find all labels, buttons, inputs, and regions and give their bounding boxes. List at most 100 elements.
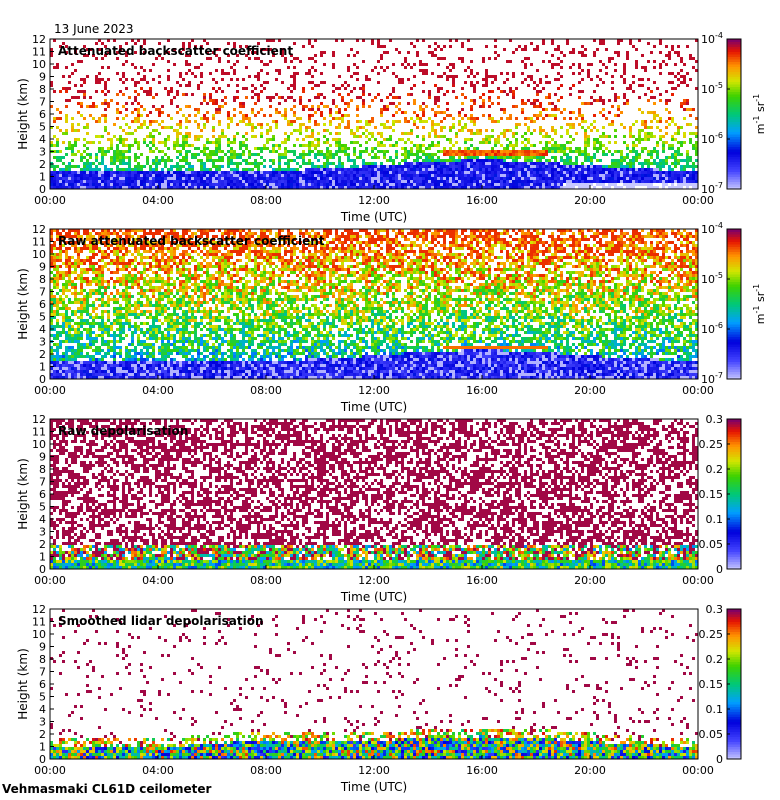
heatmap-cell	[338, 162, 341, 165]
heatmap-cell	[68, 183, 71, 186]
heatmap-cell	[539, 81, 542, 84]
heatmap-cell	[416, 51, 419, 54]
heatmap-cell	[68, 144, 71, 147]
heatmap-cell	[578, 171, 581, 174]
heatmap-cell	[584, 174, 587, 177]
heatmap-cell	[350, 174, 353, 177]
heatmap-cell	[683, 132, 686, 135]
heatmap-cell	[557, 108, 560, 111]
heatmap-cell	[164, 126, 167, 129]
heatmap-cell	[482, 141, 485, 144]
heatmap-cell	[302, 156, 305, 159]
heatmap-cell	[296, 156, 299, 159]
heatmap-cell	[452, 156, 455, 159]
heatmap-cell	[176, 180, 179, 183]
heatmap-cell	[218, 120, 221, 123]
heatmap-cell	[341, 177, 344, 180]
heatmap-cell	[86, 259, 89, 262]
heatmap-cell	[683, 108, 686, 111]
heatmap-cell	[404, 141, 407, 144]
heatmap-cell	[512, 72, 515, 75]
heatmap-cell	[665, 162, 668, 165]
heatmap-cell	[320, 102, 323, 105]
heatmap-cell	[674, 159, 677, 162]
heatmap-cell	[71, 177, 74, 180]
heatmap-cell	[356, 156, 359, 159]
heatmap-cell	[398, 96, 401, 99]
heatmap-cell	[347, 174, 350, 177]
heatmap-cell	[74, 370, 77, 373]
heatmap-cell	[605, 48, 608, 51]
heatmap-cell	[80, 168, 83, 171]
heatmap-cell	[311, 150, 314, 153]
heatmap-cell	[437, 180, 440, 183]
heatmap-cell	[677, 177, 680, 180]
heatmap-cell	[593, 180, 596, 183]
heatmap-cell	[272, 135, 275, 138]
heatmap-cell	[467, 147, 470, 150]
heatmap-cell	[464, 180, 467, 183]
heatmap-cell	[146, 159, 149, 162]
heatmap-cell	[446, 114, 449, 117]
heatmap-cell	[326, 171, 329, 174]
heatmap-cell	[212, 153, 215, 156]
heatmap-cell	[668, 51, 671, 54]
heatmap-cell	[671, 147, 674, 150]
heatmap-cell	[77, 310, 80, 313]
heatmap-cell	[455, 183, 458, 186]
heatmap-cell	[95, 78, 98, 81]
heatmap-cell	[140, 153, 143, 156]
heatmap-cell	[485, 78, 488, 81]
heatmap-cell	[158, 180, 161, 183]
heatmap-cell	[293, 81, 296, 84]
heatmap-cell	[248, 123, 251, 126]
heatmap-cell	[80, 343, 83, 346]
heatmap-cell	[77, 337, 80, 340]
heatmap-cell	[95, 183, 98, 186]
heatmap-cell	[356, 114, 359, 117]
heatmap-cell	[290, 168, 293, 171]
heatmap-cell	[335, 132, 338, 135]
heatmap-cell	[77, 325, 80, 328]
heatmap-cell	[653, 171, 656, 174]
heatmap-cell	[440, 180, 443, 183]
heatmap-cell	[290, 171, 293, 174]
heatmap-cell	[416, 162, 419, 165]
heatmap-cell	[68, 168, 71, 171]
heatmap-cell	[299, 123, 302, 126]
heatmap-cell	[320, 111, 323, 114]
heatmap-cell	[104, 174, 107, 177]
heatmap-cell	[479, 132, 482, 135]
heatmap-cell	[188, 114, 191, 117]
heatmap-cell	[542, 129, 545, 132]
heatmap-cell	[398, 180, 401, 183]
heatmap-cell	[65, 274, 68, 277]
heatmap-cell	[275, 171, 278, 174]
heatmap-cell	[263, 87, 266, 90]
heatmap-cell	[539, 162, 542, 165]
heatmap-cell	[305, 183, 308, 186]
heatmap-cell	[542, 87, 545, 90]
heatmap-cell	[482, 171, 485, 174]
heatmap-cell	[374, 162, 377, 165]
heatmap-cell	[569, 180, 572, 183]
heatmap-cell	[464, 138, 467, 141]
heatmap-cell	[434, 162, 437, 165]
heatmap-cell	[506, 180, 509, 183]
heatmap-cell	[224, 183, 227, 186]
heatmap-cell	[194, 180, 197, 183]
heatmap-cell	[632, 159, 635, 162]
heatmap-cell	[74, 328, 77, 331]
heatmap-cell	[137, 162, 140, 165]
heatmap-cell	[260, 174, 263, 177]
heatmap-cell	[305, 105, 308, 108]
heatmap-cell	[611, 120, 614, 123]
heatmap-cell	[116, 144, 119, 147]
heatmap-cell	[365, 120, 368, 123]
heatmap-cell	[149, 141, 152, 144]
heatmap-cell	[230, 117, 233, 120]
heatmap-cell	[539, 126, 542, 129]
heatmap-cell	[413, 111, 416, 114]
heatmap-cell	[341, 171, 344, 174]
heatmap-cell	[260, 126, 263, 129]
